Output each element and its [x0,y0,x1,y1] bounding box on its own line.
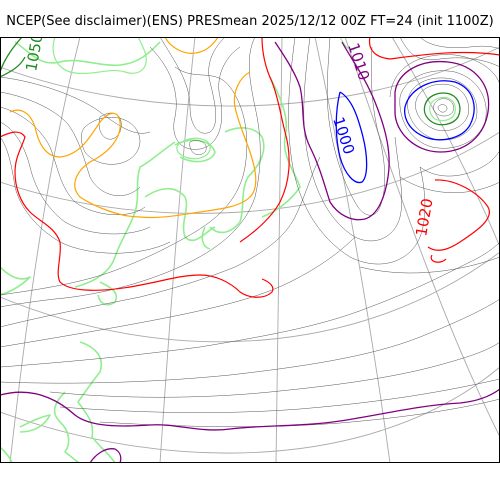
parallel-line [0,131,500,214]
meridian-line [344,37,500,438]
label-1000: 1000 [329,115,358,157]
coastline [97,281,118,306]
isobar-line [159,37,226,134]
pressure-map: 1050 1010 1000 1020 [0,37,500,463]
meridian-line [314,37,391,463]
isobar-line [59,378,500,413]
low-center-rings [423,92,461,126]
coastline [261,76,301,218]
isobar-1020 [0,131,274,298]
isobar-line [399,70,487,149]
coastline [201,226,211,250]
coastlines [0,41,301,463]
isobar-line [419,37,500,50]
low-ring [423,92,461,126]
isobar-line [327,37,386,216]
map-frame: 1050 1010 1000 1020 [0,37,500,463]
coastline [74,141,176,288]
isobar-line [419,148,500,177]
isobar-1010-group [0,41,500,463]
meridian-line [9,37,81,463]
isobar-1050 [0,37,23,73]
isobar-1040 [339,37,356,51]
isobar-line [288,37,426,265]
isobar-1030 [164,37,219,54]
isobar-line [0,121,151,235]
low-ring [429,96,456,122]
parallel-line [0,251,500,343]
isobar-1010 [274,41,390,221]
isobar-line [149,46,241,150]
parallel-line [0,366,500,454]
isobar-line [399,37,500,68]
coastline [209,127,265,234]
isobar-1030 [9,71,257,219]
isobar-line [0,156,321,328]
coastline [144,187,216,242]
label-1050: 1050 [22,37,46,73]
isobar-1000-group [335,80,475,184]
isobar-1020 [427,179,491,251]
parallel-line [0,46,500,107]
isobar-1020 [368,37,500,60]
isobar-1020 [430,254,447,263]
isobar-line [0,37,261,308]
isobar-line [49,341,500,398]
isobar-line [0,91,141,196]
isobar-line [0,106,146,216]
graticule [0,37,500,463]
isobar-line [437,104,448,113]
meridian-line [391,37,500,248]
isobar-1030-group [9,37,257,219]
isobar-line [433,98,454,117]
coastline [14,41,161,67]
meridian-line [275,37,283,463]
isobar-1020-group [0,37,500,298]
coastline [174,139,216,163]
isobar-1040 [52,37,147,75]
isobar-1000 [404,80,475,141]
isobar-line [0,66,248,296]
isobar-1010 [89,448,122,463]
isobar-1010 [0,388,500,431]
isobar-1050 [0,56,26,78]
coastline [0,446,13,463]
isobar-line [415,84,469,131]
isobar-line [81,117,141,165]
isobar-line [399,176,500,193]
isobars-thin [0,37,500,427]
meridian-line [159,37,196,463]
isobar-line [359,256,500,274]
isobar-1020 [239,37,290,243]
isobar-line [0,76,151,134]
isobar-line [99,398,500,427]
coastline [53,391,81,463]
isobar-line [0,241,500,368]
map-title: NCEP(See disclaimer)(ENS) PRESmean 2025/… [6,14,494,29]
isobar-1040-group [52,37,356,160]
isobar-1010 [394,60,490,153]
isobar-line [407,77,478,141]
isobar-1000 [335,91,368,184]
label-1010: 1010 [344,41,373,83]
coastline [0,266,31,296]
isobar-line [0,136,171,254]
label-1020: 1020 [412,197,436,238]
isobar-line [0,298,500,384]
isobar-line [0,236,356,348]
coastline [77,341,116,463]
isobar-line [303,37,402,242]
isobar-1040 [176,137,211,160]
coastline [19,414,51,433]
